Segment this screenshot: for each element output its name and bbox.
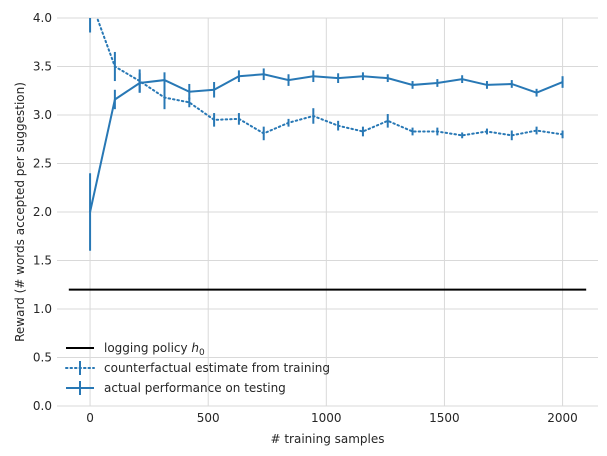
x-tick-label: 1500 (429, 411, 460, 425)
x-tick-label: 500 (197, 411, 220, 425)
y-tick-label: 2.0 (33, 205, 52, 219)
x-tick-label: 0 (86, 411, 94, 425)
y-axis-label: Reward (# words accepted per suggestion) (13, 82, 27, 342)
x-tick-label: 2000 (547, 411, 578, 425)
legend-label-baseline: logging policy h0 (104, 341, 205, 358)
y-axis-ticks: 0.0 0.5 1.0 1.5 2.0 2.5 3.0 3.5 4.0 (33, 11, 52, 413)
plot-area (68, 18, 587, 291)
y-tick-label: 0.0 (33, 399, 52, 413)
series-line-counterfactual (96, 18, 564, 137)
x-tick-label: 1000 (311, 411, 342, 425)
y-tick-label: 3.5 (33, 60, 52, 74)
y-tick-label: 3.0 (33, 108, 52, 122)
series-line-actual (89, 73, 563, 213)
legend-label-counterfactual: counterfactual estimate from training (104, 361, 330, 375)
x-axis-ticks: 0 500 1000 1500 2000 (86, 411, 578, 425)
grid (57, 17, 598, 407)
plot-lines (68, 18, 587, 291)
y-tick-label: 2.5 (33, 157, 52, 171)
legend-label-actual: actual performance on testing (104, 381, 286, 395)
y-tick-label: 4.0 (33, 11, 52, 25)
y-tick-label: 1.5 (33, 254, 52, 268)
legend: logging policy h0 counterfactual estimate… (65, 341, 330, 395)
x-axis-label: # training samples (270, 432, 384, 446)
y-tick-label: 1.0 (33, 302, 52, 316)
y-tick-label: 0.5 (33, 351, 52, 365)
